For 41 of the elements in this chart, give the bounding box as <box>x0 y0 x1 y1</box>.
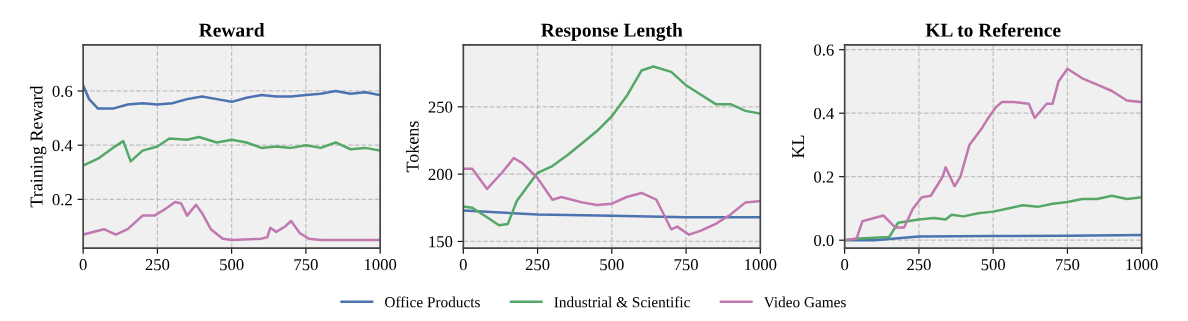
line-series <box>844 67 1142 242</box>
legend-label: Video Games <box>763 296 846 308</box>
x-tick-label: 1000 <box>364 259 397 271</box>
legend-label: Industrial & Scientific <box>554 296 690 308</box>
y-tick-label: 0.0 <box>814 234 834 247</box>
chart-title: Reward <box>199 23 265 37</box>
line-series <box>463 209 761 219</box>
x-tick-label: 250 <box>907 259 931 271</box>
x-tick-label: 0 <box>459 259 467 271</box>
legend-label: Office Products <box>385 296 480 308</box>
chart-title: KL to Reference <box>925 22 1061 37</box>
y-tick-label: 0.4 <box>52 139 73 152</box>
x-tick-label: 500 <box>600 259 624 271</box>
x-tick-label: 750 <box>674 259 698 271</box>
line-series <box>83 135 381 167</box>
y-tick-label: 0.2 <box>814 171 834 183</box>
x-tick-label: 250 <box>525 259 550 271</box>
y-tick-label: 0.6 <box>814 44 834 56</box>
y-axis-title: Tokens <box>405 121 419 173</box>
y-tick-label: 0.6 <box>52 85 73 98</box>
line-series <box>83 200 381 242</box>
y-axis-title: KL <box>792 135 805 159</box>
x-tick-label: 500 <box>220 259 244 271</box>
x-tick-label: 0 <box>79 259 87 271</box>
y-tick-label: 0.2 <box>52 194 72 206</box>
x-tick-label: 1000 <box>1126 259 1158 271</box>
line-series <box>83 84 381 110</box>
y-axis-title: Training Reward <box>29 85 47 208</box>
x-tick-label: 500 <box>981 259 1006 271</box>
y-tick-label: 250 <box>428 101 453 113</box>
y-tick-label: 150 <box>429 236 453 248</box>
x-tick-label: 750 <box>1056 259 1080 271</box>
y-tick-label: 200 <box>428 168 453 181</box>
x-tick-label: 750 <box>294 259 318 271</box>
line-series <box>463 65 761 227</box>
x-tick-label: 1000 <box>745 259 777 271</box>
line-series <box>463 156 761 236</box>
y-tick-label: 0.4 <box>814 107 834 120</box>
chart-title: Response Length <box>541 23 683 41</box>
x-tick-label: 250 <box>145 259 170 271</box>
x-tick-label: 0 <box>841 259 849 271</box>
